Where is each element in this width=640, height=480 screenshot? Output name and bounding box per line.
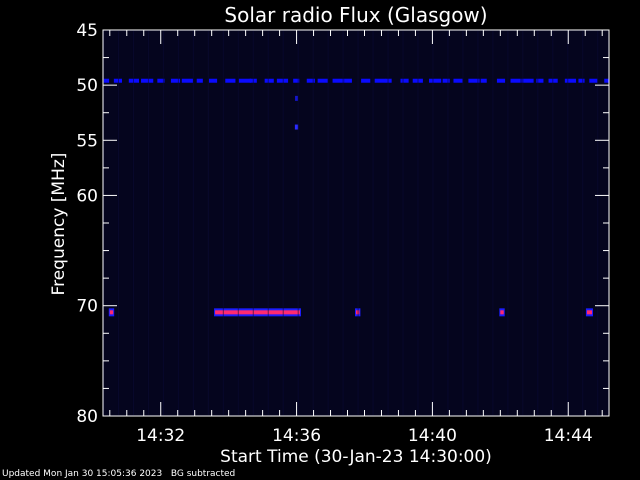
noise-streak <box>492 31 494 415</box>
noise-streak <box>507 31 509 415</box>
feature-spot <box>295 95 299 101</box>
noise-streak <box>312 31 314 415</box>
feature-segment <box>238 78 252 83</box>
noise-streak <box>522 31 524 415</box>
feature-segment <box>564 78 577 83</box>
noise-streak <box>117 31 119 415</box>
noise-streak <box>417 31 419 415</box>
noise-streak <box>567 31 569 415</box>
axis-ticks: 14:32 14:36 14:40 14:44 45 50 55 60 70 80 <box>76 21 609 446</box>
noise-streak <box>267 31 269 415</box>
noise-streak <box>582 31 584 415</box>
feature-segment <box>400 78 409 83</box>
feature-segment <box>536 78 544 83</box>
y-tick-label: 45 <box>76 21 98 41</box>
feature-segment <box>208 78 218 83</box>
updated-timestamp: Updated Mon Jan 30 15:05:36 2023 <box>2 469 163 479</box>
feature-segment <box>578 78 585 83</box>
noise-streak <box>402 31 404 415</box>
noise-streak <box>147 31 149 415</box>
noise-streak <box>432 31 434 415</box>
y-tick-label: 50 <box>76 76 98 96</box>
feature-segment <box>361 78 371 83</box>
noise-streak <box>282 31 284 415</box>
feature-segment <box>429 78 442 83</box>
feature-segment <box>170 78 181 83</box>
feature-segment <box>225 78 236 83</box>
feature-segment <box>181 78 193 83</box>
heatmap-feature-7 <box>295 95 299 101</box>
heatmap-feature-5 <box>585 308 594 317</box>
feature-segment <box>141 78 154 83</box>
feature-core <box>215 310 300 315</box>
noise-streak <box>237 31 239 415</box>
noise-streak <box>327 31 329 415</box>
heatmap-feature-2 <box>108 308 115 317</box>
feature-segment <box>344 78 352 83</box>
feature-segment <box>521 78 534 83</box>
feature-segment <box>293 78 300 83</box>
x-tick-label: 14:40 <box>408 426 457 446</box>
noise-streak <box>462 31 464 415</box>
feature-segment <box>480 78 487 83</box>
heatmap-feature-6 <box>294 124 299 130</box>
x-tick-label: 14:44 <box>544 426 593 446</box>
feature-segment <box>604 78 609 83</box>
noise-streak <box>372 31 374 415</box>
heatmap-feature-4 <box>499 308 505 317</box>
feature-segment <box>306 78 315 83</box>
feature-segment <box>468 78 480 83</box>
feature-segment <box>385 78 392 83</box>
noise-streak <box>387 31 389 415</box>
feature-segment <box>496 78 506 83</box>
footer: Updated Mon Jan 30 15:05:36 2023 BG subt… <box>2 469 235 480</box>
feature-segment <box>332 78 345 83</box>
plot-area <box>103 30 609 416</box>
feature-core <box>500 310 504 315</box>
y-tick-label: 60 <box>76 186 98 206</box>
bg-subtracted-note: BG subtracted <box>170 469 236 479</box>
feature-spot <box>294 124 299 130</box>
y-axis-label: Frequency [MHz] <box>49 153 69 296</box>
noise-streak <box>177 31 179 415</box>
noise-streak <box>447 31 449 415</box>
noise-streak <box>252 31 254 415</box>
noise-streak <box>477 31 479 415</box>
noise-streak <box>192 31 194 415</box>
noise-streak <box>162 31 164 415</box>
y-tick-label: 70 <box>76 297 98 317</box>
feature-core <box>109 310 114 315</box>
feature-segment <box>374 78 386 83</box>
noise-streak <box>357 31 359 415</box>
noise-streak <box>207 31 209 415</box>
feature-segment <box>510 78 521 83</box>
x-tick-label: 14:36 <box>272 426 321 446</box>
noise-streak <box>537 31 539 415</box>
feature-segment <box>157 78 165 83</box>
feature-segment <box>196 78 203 83</box>
noise-streak <box>342 31 344 415</box>
chart-title: Solar radio Flux (Glasgow) <box>224 3 487 27</box>
heatmap-feature-1 <box>214 308 301 317</box>
y-tick-label: 80 <box>76 407 98 427</box>
x-axis-label: Start Time (30-Jan-23 14:30:00) <box>220 447 492 467</box>
x-tick-label: 14:32 <box>136 426 185 446</box>
noise-streak <box>222 31 224 415</box>
feature-segment <box>264 78 274 83</box>
y-tick-label: 55 <box>76 131 98 151</box>
feature-segment <box>113 78 123 83</box>
noise-streak <box>297 31 299 415</box>
feature-segment <box>317 78 328 83</box>
noise-streak <box>552 31 554 415</box>
feature-segment <box>453 78 463 83</box>
feature-segment <box>276 78 289 83</box>
feature-segment <box>103 78 110 83</box>
feature-core <box>586 310 593 315</box>
noise-streak <box>132 31 134 415</box>
heatmap-layer <box>103 31 609 415</box>
feature-segment <box>442 78 450 83</box>
feature-segment <box>589 78 598 83</box>
noise-streak <box>597 31 599 415</box>
